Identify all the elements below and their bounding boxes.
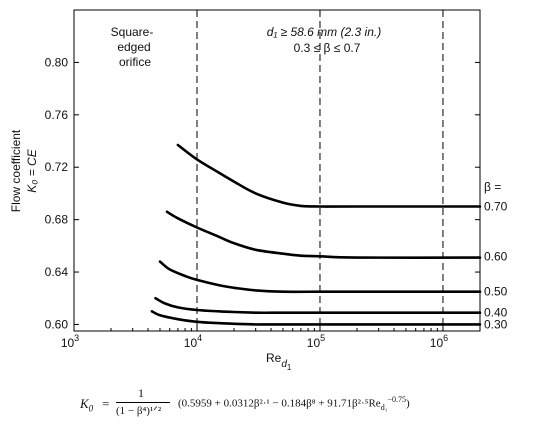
series-beta-0.40 bbox=[154, 296, 482, 315]
series-beta-0.50 bbox=[158, 260, 482, 294]
series-label-0.50: 0.50 bbox=[484, 285, 508, 299]
y-axis-label-line1: Flow coefficient bbox=[9, 129, 23, 212]
reference-lines bbox=[196, 10, 444, 331]
formula-body: (0.5959 + 0.0312β²·¹ − 0.184β⁸ + 91.71β²… bbox=[178, 395, 410, 412]
y-tick-label-5: 0.80 bbox=[45, 55, 69, 69]
y-tick-label-4: 0.76 bbox=[45, 108, 69, 122]
annotation-beta-range: 0.3 ≤ β ≤ 0.7 bbox=[294, 41, 361, 55]
series-beta-0.60 bbox=[165, 210, 482, 259]
x-axis-label: Red1 bbox=[266, 351, 292, 372]
formula-body-sup: −0.75 bbox=[387, 395, 406, 404]
formula-lhs: K0 bbox=[80, 396, 93, 414]
x-axis-label-sub: d bbox=[281, 359, 287, 370]
annotation-square-edged-3: orifice bbox=[119, 55, 151, 69]
y-tick-label-2: 0.68 bbox=[45, 213, 69, 227]
x-tick-label-3: 106 bbox=[430, 333, 448, 350]
series-beta-0.70 bbox=[176, 143, 482, 208]
formula-equals: = bbox=[102, 396, 110, 411]
y-tick-label-1: 0.64 bbox=[45, 265, 69, 279]
axis-ticks bbox=[73, 61, 481, 331]
x-axis-label-subsub: 1 bbox=[287, 363, 292, 372]
annotation-square-edged-1: Square- bbox=[111, 25, 154, 39]
annotation-square-edged-2: edged bbox=[117, 40, 150, 54]
formula-close: ) bbox=[406, 397, 410, 410]
x-tick-label-0: 103 bbox=[61, 333, 79, 350]
y-tick-label-0: 0.60 bbox=[45, 317, 69, 331]
beta-header: β = bbox=[484, 180, 501, 194]
series-label-0.70: 0.70 bbox=[484, 200, 508, 214]
series-label-0.30: 0.30 bbox=[484, 317, 508, 331]
formula-lhs-symbol: K bbox=[80, 396, 89, 411]
tick-labels: 0.60 0.64 0.68 0.72 0.76 0.80 103 104 105 106 bbox=[45, 55, 449, 350]
x-tick-label-1: 104 bbox=[184, 333, 202, 350]
series-labels: 0.70 0.60 0.50 0.400.30 bbox=[484, 200, 508, 332]
plot-frame bbox=[73, 9, 481, 332]
formula-denominator: (1 − β⁴)¹ᐟ² bbox=[116, 405, 162, 417]
x-axis-label-main: Re bbox=[266, 351, 282, 365]
formula-lhs-sub: 0 bbox=[88, 403, 94, 414]
x-tick-label-2: 105 bbox=[307, 333, 325, 350]
formula-body-main: (0.5959 + 0.0312β²·¹ − 0.184β⁸ + 91.71β²… bbox=[178, 397, 381, 410]
flow-coefficient-chart: 0.60 0.64 0.68 0.72 0.76 0.80 103 104 105 106 0.7… bbox=[9, 9, 508, 372]
data-series bbox=[150, 143, 482, 326]
formula-fraction-bar bbox=[116, 402, 170, 403]
y-tick-label-3: 0.72 bbox=[45, 160, 69, 174]
annotation-pipe-diameter: d₁ ≥ 58.6 mm (2.3 in.) bbox=[267, 25, 381, 39]
series-beta-0.30 bbox=[150, 310, 482, 326]
orifice-formula: K0 = 1 (1 − β⁴)¹ᐟ² (0.5959 + 0.0312β²·¹ … bbox=[80, 386, 520, 426]
formula-numerator: 1 bbox=[138, 386, 144, 400]
y-axis-label-line2: K₀ = CE bbox=[25, 148, 39, 192]
series-label-0.40: 0.40 bbox=[484, 306, 508, 320]
formula-body-sub: d₁ bbox=[380, 402, 388, 412]
series-label-0.60: 0.60 bbox=[484, 249, 508, 263]
